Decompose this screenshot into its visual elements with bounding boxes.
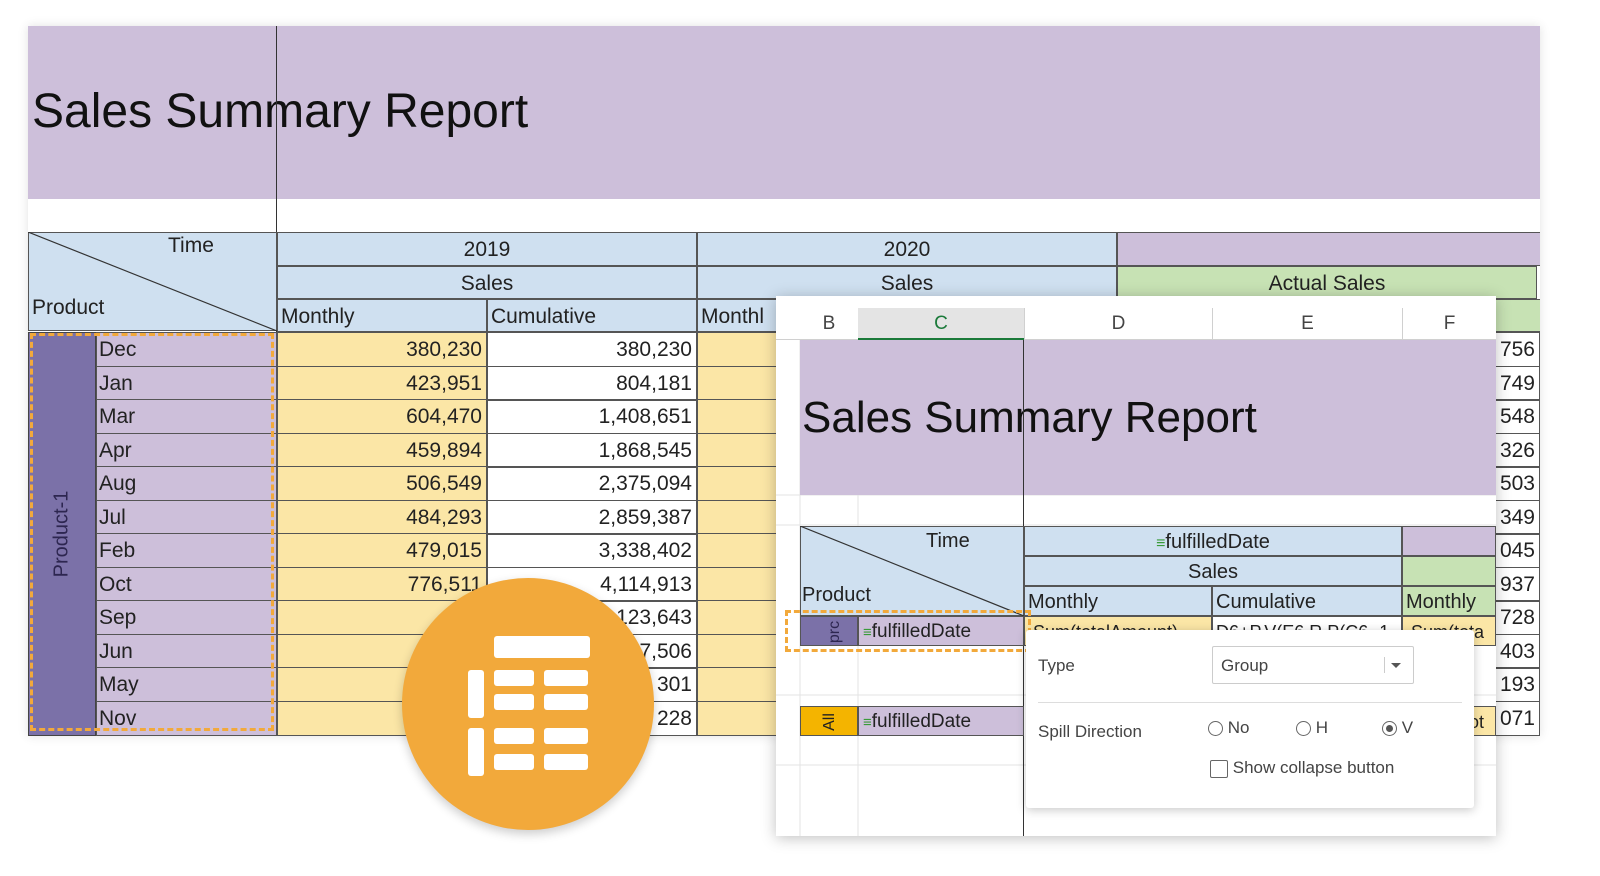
spill-option-no-label: No [1227,718,1250,737]
monthly-2019-value: 776,511 [277,567,487,602]
product-group-cell [28,332,96,736]
year-header-2020: 2020 [697,232,1117,266]
all-date-cell[interactable]: ≡fulfilledDate [858,706,1024,736]
radio-h[interactable] [1296,721,1311,737]
monthly-2019-value: 484,293 [277,500,487,535]
group-header-2020: Sales [697,266,1117,299]
cumulative-2019-value: 3,338,402 [487,533,697,568]
designer-selection-outline [785,610,1031,652]
spill-option-v[interactable]: V [1382,718,1413,738]
designer-window: B C D E F Sales Summary Report Time Prod… [776,296,1496,836]
spill-direction-label: Spill Direction [1038,722,1142,741]
report-title: Sales Summary Report [32,85,529,138]
all-cell[interactable]: All [800,706,858,736]
month-label: Apr [96,433,277,468]
corner-diagonal [28,232,277,331]
collapse-checkbox[interactable] [1210,759,1228,778]
actual-sales-header: Actual Sales [1117,266,1537,299]
chevron-down-icon [1384,657,1407,673]
monthly-2019-value: 459,894 [277,433,487,468]
col-header-d[interactable]: D [1024,308,1212,340]
cumulative-2019-value: 2,375,094 [487,466,697,501]
table-list-glyph [468,636,590,776]
month-label: Dec [96,332,277,367]
collapse-option[interactable]: Show collapse button [1210,758,1394,778]
cumulative-2019-value: 1,868,545 [487,433,697,468]
corner-time-label: Time [168,234,214,257]
row-field-product[interactable]: prc [800,616,858,646]
panel-divider [1038,702,1462,703]
monthly-2019-value: 423,951 [277,366,487,401]
monthly-2019-value: 604,470 [277,399,487,434]
all-cell-label: All [821,713,838,731]
product-selection-outline [30,333,274,731]
designer-actual-header [1402,526,1496,556]
cumulative-2019-value: 2,859,387 [487,500,697,535]
monthly-2019-value: 380,230 [277,332,487,367]
designer-sub-monthly-actual: Monthly [1402,586,1496,616]
designer-sub-monthly: Monthly [1024,586,1212,616]
date-field-header[interactable]: ≡fulfilledDate [1024,526,1402,556]
property-panel: Type Group Spill Direction No H V Show c… [1026,630,1474,808]
radio-v[interactable] [1382,721,1397,737]
cumulative-2019-value: 380,230 [487,332,697,367]
col-header-b[interactable]: B [822,313,836,334]
year-header-2019: 2019 [277,232,697,266]
designer-corner-diagonal [800,526,1024,616]
monthly-2019-value: 506,549 [277,466,487,501]
month-label: Aug [96,466,277,501]
spill-option-no[interactable]: No [1208,718,1249,738]
radio-no[interactable] [1208,721,1223,737]
row-field-date-label: fulfilledDate [871,621,972,642]
cumulative-2019-value: 1,408,651 [487,399,697,434]
spill-option-v-label: V [1401,718,1414,737]
month-label: Jun [96,634,277,669]
cumulative-2019-value: 804,181 [487,366,697,401]
row-field-date[interactable]: ≡fulfilledDate [858,616,1024,646]
subheader-monthly-2019: Monthly [277,299,487,332]
spill-option-h[interactable]: H [1296,718,1328,738]
month-label: Feb [96,533,277,568]
col-header-e[interactable]: E [1212,308,1402,340]
designer-corner-product: Product [802,584,871,606]
type-label: Type [1038,656,1075,675]
spill-option-h-label: H [1315,718,1329,737]
all-date-icon: ≡ [863,714,872,731]
monthly-2019-value: 479,015 [277,533,487,568]
date-field-name: fulfilledDate [1165,531,1270,553]
designer-sales-header: Sales [1024,556,1402,586]
collapse-label: Show collapse button [1232,758,1395,777]
subheader-cumulative-2019: Cumulative [487,299,697,332]
designer-sub-cumulative: Cumulative [1212,586,1402,616]
designer-corner-time: Time [926,530,970,552]
all-date-label: fulfilledDate [871,711,972,732]
month-label: Oct [96,567,277,602]
field-icon: ≡ [1156,535,1166,552]
designer-title-band [800,340,1496,495]
col-header-c[interactable]: C [858,308,1024,340]
row-field-icon: ≡ [863,624,872,641]
designer-actual-sub [1402,556,1496,586]
actual-year-header [1117,232,1540,266]
group-header-2019: Sales [277,266,697,299]
table-list-icon [402,578,654,830]
type-select-value: Group [1221,656,1269,675]
month-label: Jul [96,500,277,535]
corner-product-label: Product [32,296,105,319]
col-header-f[interactable]: F [1402,308,1496,340]
title-band [28,26,1540,199]
type-select[interactable]: Group [1212,646,1414,684]
designer-report-title: Sales Summary Report [802,393,1257,442]
